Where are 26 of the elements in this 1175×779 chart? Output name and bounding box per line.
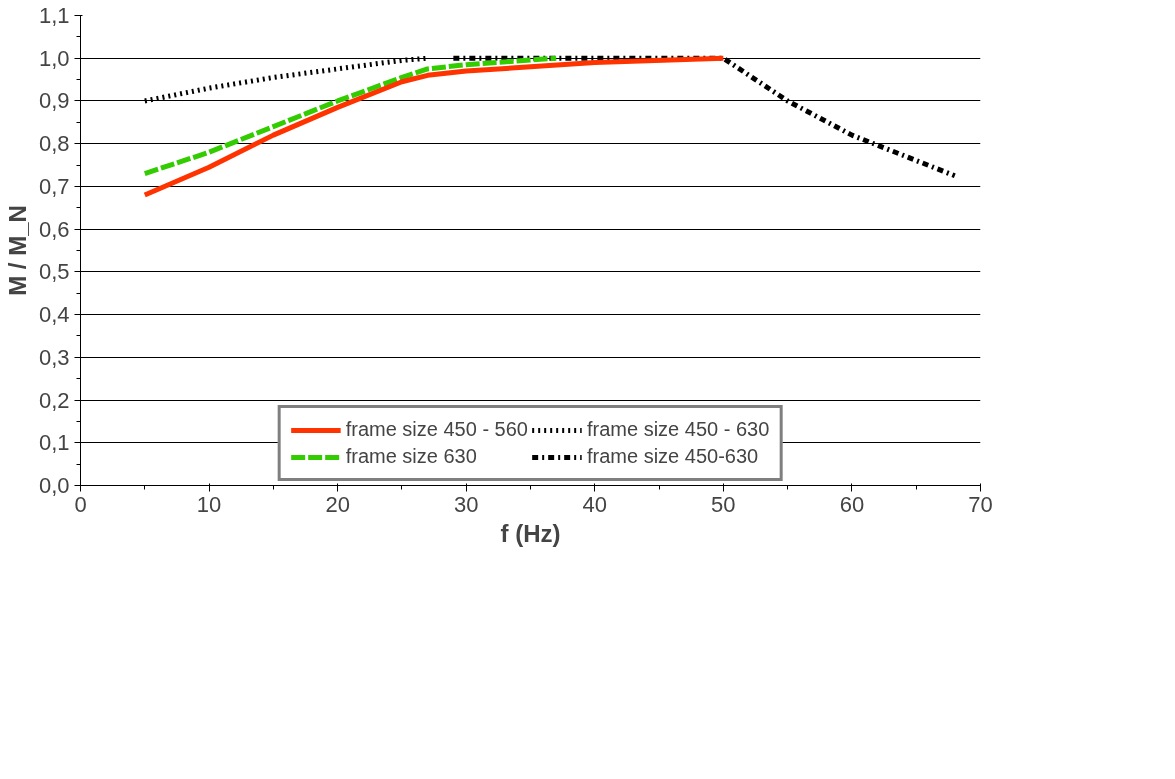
y-axis-title: M / M_N xyxy=(3,205,31,296)
x-tick-label: 20 xyxy=(325,491,350,517)
x-tick-label: 40 xyxy=(582,491,608,517)
y-tick-label: 1,1 xyxy=(38,3,70,28)
y-tick-label: 0,9 xyxy=(38,88,70,114)
y-tick-label: 0,6 xyxy=(38,216,70,242)
y-tick-label: 0,7 xyxy=(38,173,70,199)
legend-label: frame size 630 xyxy=(345,445,477,468)
x-tick-label: 10 xyxy=(196,491,222,517)
legend-label: frame size 450-630 xyxy=(587,445,759,468)
x-tick-label: 50 xyxy=(711,491,736,517)
legend-label: frame size 450 - 630 xyxy=(587,418,770,441)
x-tick-label: 30 xyxy=(453,491,479,517)
x-tick-label: 60 xyxy=(839,491,865,517)
y-tick-label: 0,1 xyxy=(38,430,70,456)
legend-label: frame size 450 - 560 xyxy=(345,418,528,441)
y-tick-label: 0,2 xyxy=(38,387,70,413)
y-tick-label: 0,5 xyxy=(38,259,70,285)
y-tick-label: 0,0 xyxy=(38,473,70,498)
y-tick-label: 0,3 xyxy=(38,344,70,370)
y-tick-label: 1,0 xyxy=(38,45,70,71)
x-tick-label: 0 xyxy=(74,491,87,517)
x-tick-label: 70 xyxy=(968,491,993,517)
x-axis-title: f (Hz) xyxy=(500,519,561,547)
y-tick-label: 0,8 xyxy=(38,131,70,157)
y-tick-label: 0,4 xyxy=(38,302,70,328)
